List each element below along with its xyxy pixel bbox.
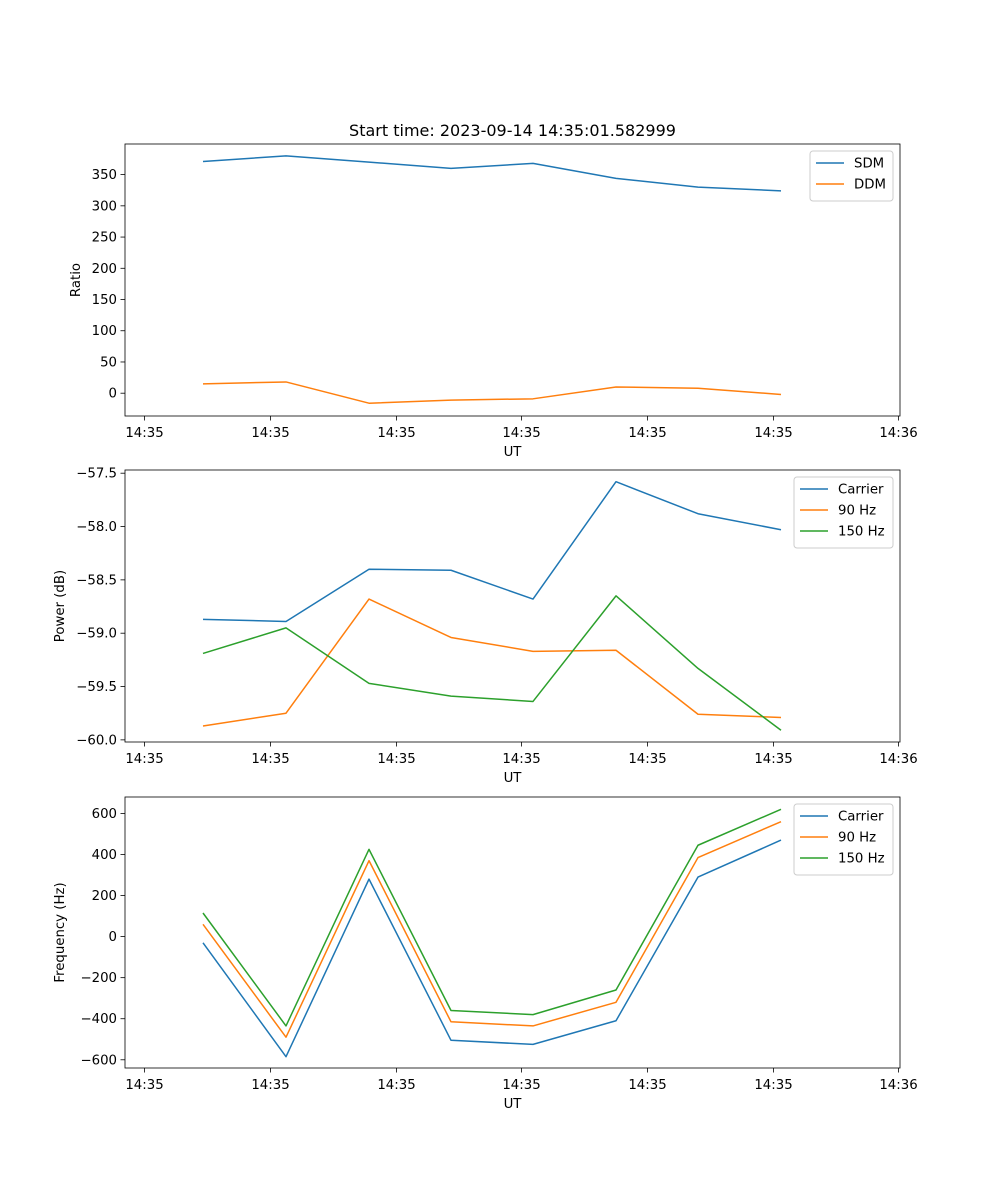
- legend-label: SDM: [854, 157, 884, 172]
- y-axis-label: Power (dB): [53, 570, 68, 642]
- subplot-ratio: 14:35 14:35 14:35 14:35 14:35 14:35 14:36 UT 0 50…: [69, 143, 918, 460]
- y-tick-label: −58.5: [76, 573, 117, 588]
- legend-label: DDM: [854, 178, 886, 193]
- x-tick-label: 14:35: [628, 1078, 666, 1093]
- figure-title: Start time: 2023-09-14 14:35:01.582999: [349, 121, 676, 140]
- x-tick-label: 14:35: [502, 752, 540, 767]
- x-tick-label: 14:35: [251, 426, 289, 441]
- y-tick-label: −57.5: [76, 467, 117, 482]
- series-line-carrier: [202, 480, 782, 623]
- y-tick-label: 100: [92, 324, 117, 339]
- x-tick-label: 14:35: [754, 426, 792, 441]
- legend-label: 150 Hz: [838, 852, 885, 867]
- x-tick-label: 14:35: [125, 1078, 163, 1093]
- y-tick-label: −200: [80, 971, 117, 986]
- x-tick-label: 14:35: [377, 1078, 415, 1093]
- x-tick-label: 14:36: [879, 752, 917, 767]
- x-tick-label: 14:35: [251, 1078, 289, 1093]
- series-line-150-hz: [202, 595, 782, 731]
- series-line-90-hz: [202, 820, 782, 1038]
- x-tick-label: 14:36: [879, 1078, 917, 1093]
- x-tick-label: 14:35: [377, 752, 415, 767]
- x-tick-label: 14:35: [754, 1078, 792, 1093]
- series-line-sdm: [202, 155, 782, 192]
- x-tick-label: 14:35: [377, 426, 415, 441]
- y-tick-label: 300: [92, 199, 117, 214]
- y-axis-label: Frequency (Hz): [53, 882, 68, 982]
- y-tick-label: −59.0: [76, 627, 117, 642]
- x-tick-label: 14:35: [251, 752, 289, 767]
- x-tick-label: 14:36: [879, 426, 917, 441]
- y-tick-label: 0: [109, 930, 117, 945]
- legend-label: 150 Hz: [838, 525, 885, 540]
- series-line-ddm: [202, 381, 782, 404]
- x-tick-label: 14:35: [754, 752, 792, 767]
- y-tick-label: 150: [92, 293, 117, 308]
- subplot-frequency: 14:35 14:35 14:35 14:35 14:35 14:35 14:36 UT −60…: [53, 796, 918, 1112]
- legend-label: 90 Hz: [838, 831, 876, 846]
- y-tick-label: 600: [92, 807, 117, 822]
- series-line-150-hz: [202, 808, 782, 1027]
- series-line-90-hz: [202, 598, 782, 727]
- y-tick-label: 250: [92, 231, 117, 246]
- axes-frame: [124, 469, 901, 743]
- subplot-power: 14:35 14:35 14:35 14:35 14:35 14:35 14:36 UT −60…: [53, 467, 918, 786]
- x-tick-label: 14:35: [628, 426, 666, 441]
- y-tick-label: 350: [92, 168, 117, 183]
- legend-label: Carrier: [838, 810, 884, 825]
- x-tick-label: 14:35: [125, 426, 163, 441]
- y-tick-label: −58.0: [76, 520, 117, 535]
- x-tick-label: 14:35: [502, 1078, 540, 1093]
- y-tick-label: 200: [92, 262, 117, 277]
- y-tick-label: 50: [100, 355, 117, 370]
- x-axis-label: UT: [504, 1097, 523, 1112]
- axes-frame: [124, 796, 901, 1069]
- y-tick-label: −400: [80, 1012, 117, 1027]
- y-tick-label: −59.5: [76, 680, 117, 695]
- series-line-carrier: [202, 839, 782, 1058]
- legend-label: 90 Hz: [838, 504, 876, 519]
- axes-frame: [124, 143, 901, 417]
- y-tick-label: −600: [80, 1053, 117, 1068]
- y-tick-label: 0: [109, 387, 117, 402]
- x-tick-label: 14:35: [502, 426, 540, 441]
- y-tick-label: 400: [92, 848, 117, 863]
- x-axis-label: UT: [504, 771, 523, 786]
- x-tick-label: 14:35: [628, 752, 666, 767]
- legend-label: Carrier: [838, 483, 884, 498]
- x-tick-label: 14:35: [125, 752, 163, 767]
- y-tick-label: −60.0: [76, 733, 117, 748]
- x-axis-label: UT: [504, 445, 523, 460]
- y-axis-label: Ratio: [69, 263, 84, 297]
- y-tick-label: 200: [92, 889, 117, 904]
